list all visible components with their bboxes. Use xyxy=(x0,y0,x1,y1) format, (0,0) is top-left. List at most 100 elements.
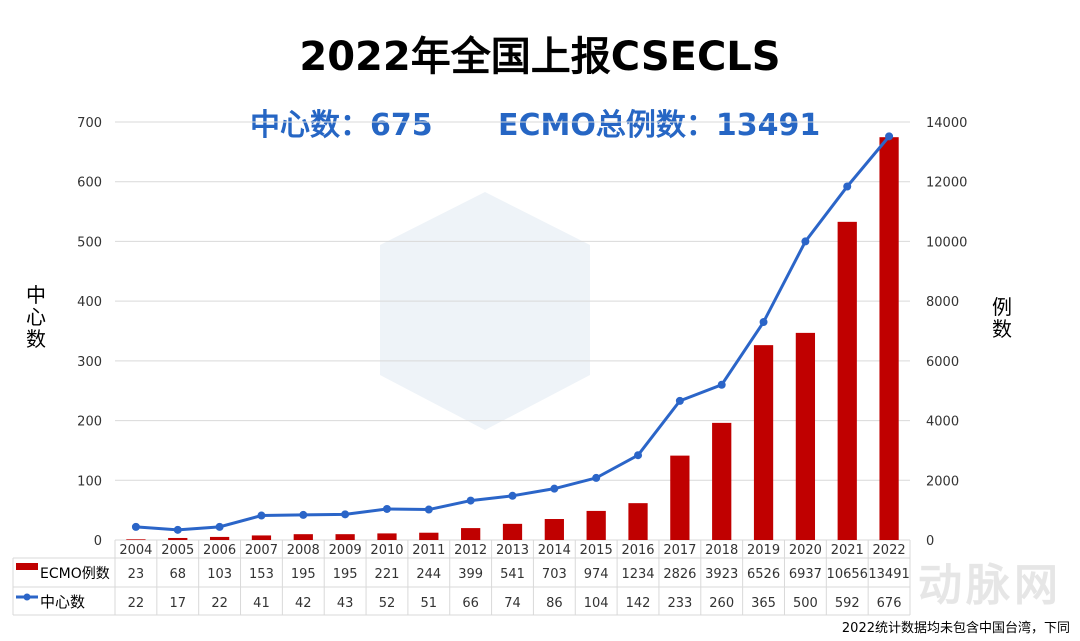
line-point xyxy=(717,380,726,389)
line-point xyxy=(466,496,475,505)
table-cell-ecmo: 195 xyxy=(291,567,316,582)
table-cell-ecmo: 195 xyxy=(333,567,358,582)
y-right-tick-label: 6000 xyxy=(926,355,959,370)
line-point xyxy=(173,525,182,534)
legend-bar-swatch xyxy=(16,563,38,570)
table-cell-centers: 592 xyxy=(835,596,860,611)
table-cell-ecmo: 2826 xyxy=(663,567,696,582)
bar xyxy=(670,455,690,540)
table-cell-centers: 22 xyxy=(128,596,145,611)
y-right-tick-label: 4000 xyxy=(926,415,959,430)
y-right-tick-label: 8000 xyxy=(926,295,959,310)
y-axis-left-label: 中心数 xyxy=(26,283,46,351)
bar xyxy=(251,535,272,540)
x-tick-label: 2013 xyxy=(496,543,529,558)
x-tick-label: 2019 xyxy=(747,543,780,558)
y-left-tick-label: 0 xyxy=(94,534,102,549)
bar xyxy=(209,536,230,540)
subtitle-cases: ECMO总例数：13491 xyxy=(498,108,821,143)
line-point xyxy=(592,473,601,482)
line-point xyxy=(843,182,852,191)
y-right-tick-label: 14000 xyxy=(926,116,967,131)
bar xyxy=(795,332,816,540)
subtitle-centers: 中心数：675 xyxy=(250,108,433,143)
legend-label-centers: 中心数 xyxy=(40,593,85,611)
table-cell-ecmo: 3923 xyxy=(705,567,738,582)
table-cell-centers: 52 xyxy=(379,596,396,611)
line-point xyxy=(801,237,810,246)
line-point xyxy=(257,511,266,520)
y-left-tick-label: 700 xyxy=(77,116,102,131)
table-cell-ecmo: 6526 xyxy=(747,567,780,582)
line-point xyxy=(382,504,391,513)
bar xyxy=(586,510,606,540)
table-cell-centers: 233 xyxy=(667,596,692,611)
y-axis-right-label: 例数 xyxy=(992,295,1012,341)
table-cell-centers: 142 xyxy=(626,596,651,611)
table-cell-centers: 22 xyxy=(211,596,228,611)
table-cell-ecmo: 103 xyxy=(207,567,232,582)
chart-title: 2022年全国上报CSECLS xyxy=(299,34,781,80)
x-tick-label: 2017 xyxy=(663,543,696,558)
bar xyxy=(419,532,439,540)
table-cell-ecmo: 221 xyxy=(375,567,400,582)
y-right-tick-label: 10000 xyxy=(926,235,967,250)
bar xyxy=(168,537,188,540)
table-cell-ecmo: 399 xyxy=(458,567,483,582)
x-tick-label: 2018 xyxy=(705,543,738,558)
table-cell-ecmo: 23 xyxy=(128,567,145,582)
table-cell-centers: 86 xyxy=(546,596,563,611)
x-tick-label: 2020 xyxy=(789,543,822,558)
line-point xyxy=(550,484,559,493)
y-left-tick-label: 500 xyxy=(77,235,102,250)
line-point xyxy=(885,132,894,141)
table-cell-centers: 500 xyxy=(793,596,818,611)
x-tick-label: 2005 xyxy=(161,543,194,558)
table-cell-centers: 66 xyxy=(462,596,479,611)
line-point xyxy=(508,491,517,500)
line-point xyxy=(634,451,643,460)
table-cell-ecmo: 1234 xyxy=(621,567,654,582)
x-tick-label: 2009 xyxy=(329,543,362,558)
bar xyxy=(461,528,481,540)
y-right-tick-label: 12000 xyxy=(926,176,967,191)
table-cell-ecmo: 6937 xyxy=(789,567,822,582)
table-cell-centers: 104 xyxy=(584,596,609,611)
bar xyxy=(544,519,564,540)
table-cell-centers: 17 xyxy=(169,596,186,611)
x-tick-label: 2004 xyxy=(119,543,152,558)
table-cell-centers: 365 xyxy=(751,596,776,611)
y-left-tick-label: 600 xyxy=(77,176,102,191)
bar xyxy=(879,137,899,541)
line-point xyxy=(341,510,350,519)
x-tick-label: 2021 xyxy=(831,543,864,558)
table-cell-ecmo: 68 xyxy=(169,567,186,582)
table-cell-centers: 74 xyxy=(504,596,521,611)
table-cell-ecmo: 974 xyxy=(584,567,609,582)
y-left-tick-label: 300 xyxy=(77,355,102,370)
table-cell-centers: 42 xyxy=(295,596,312,611)
bar xyxy=(377,533,397,540)
x-tick-label: 2007 xyxy=(245,543,278,558)
y-right-tick-label: 0 xyxy=(926,534,934,549)
x-tick-label: 2015 xyxy=(580,543,613,558)
line-point xyxy=(759,318,768,327)
bar xyxy=(335,534,355,540)
bar xyxy=(628,503,648,540)
bar xyxy=(293,534,313,540)
line-point xyxy=(299,510,308,519)
line-point xyxy=(675,396,684,405)
x-tick-label: 2008 xyxy=(287,543,320,558)
bar xyxy=(502,523,523,540)
y-left-tick-label: 100 xyxy=(77,474,102,489)
y-right-tick-label: 2000 xyxy=(926,474,959,489)
table-cell-centers: 260 xyxy=(709,596,734,611)
table-cell-centers: 41 xyxy=(253,596,270,611)
bar xyxy=(837,221,857,540)
bar xyxy=(753,345,774,540)
table-cell-ecmo: 10656 xyxy=(827,567,868,582)
line-point xyxy=(131,522,140,531)
y-left-tick-label: 400 xyxy=(77,295,102,310)
